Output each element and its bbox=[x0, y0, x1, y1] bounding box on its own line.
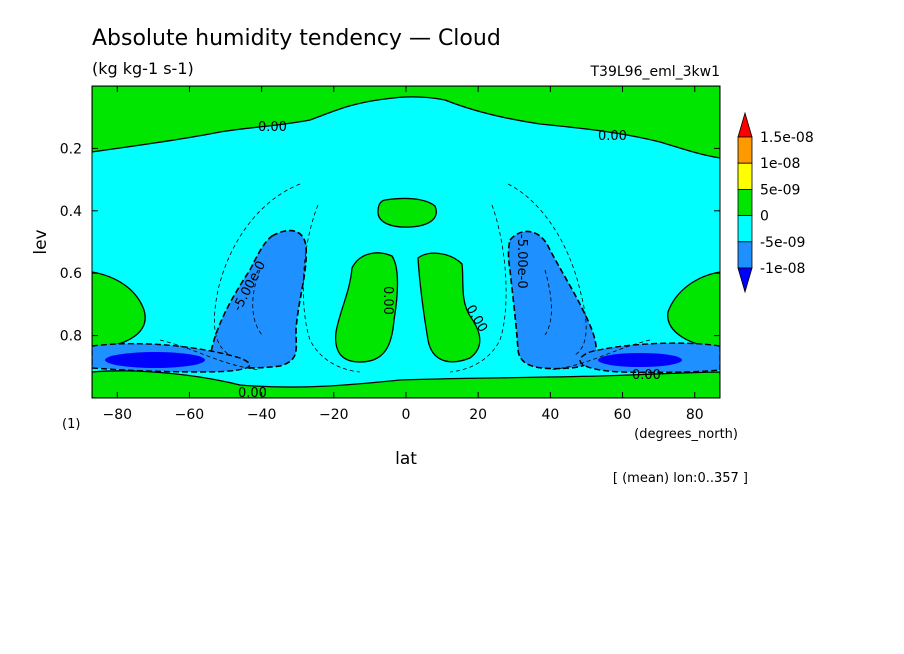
x-axis: −80 −60 −40 −20 0 20 40 60 80 bbox=[102, 86, 704, 423]
chart-title: Absolute humidity tendency — Cloud bbox=[92, 26, 501, 51]
x-tick-label: 40 bbox=[541, 407, 559, 423]
panel-label: (1) bbox=[62, 417, 80, 432]
x-axis-units: (degrees_north) bbox=[634, 427, 738, 442]
y-tick-label: 0.6 bbox=[60, 266, 82, 282]
contour-label: 0.00 bbox=[632, 368, 661, 383]
colorbar-label: -1e-08 bbox=[760, 261, 805, 277]
core-left bbox=[105, 352, 205, 368]
y-tick-label: 0.2 bbox=[60, 141, 82, 157]
x-axis-label: lat bbox=[395, 449, 417, 469]
y-tick-label: 0.8 bbox=[60, 329, 82, 345]
colorbar-swatch bbox=[737, 111, 753, 138]
band-tropical-island bbox=[377, 197, 437, 228]
x-tick-label: −20 bbox=[319, 407, 349, 423]
band-upper bbox=[92, 86, 720, 159]
band-left-column bbox=[334, 252, 399, 363]
x-tick-label: 20 bbox=[469, 407, 487, 423]
dashed-contours bbox=[159, 183, 651, 373]
x-tick-label: −40 bbox=[247, 407, 277, 423]
band-background bbox=[92, 86, 720, 398]
band-lower bbox=[92, 370, 720, 398]
colorbar-label: 5e-09 bbox=[760, 182, 800, 198]
y-tick-label: 0.4 bbox=[60, 204, 82, 220]
contour-label: -5.00e-0 bbox=[514, 234, 529, 289]
contour-field bbox=[92, 86, 720, 398]
colorbar-swatch bbox=[737, 267, 753, 294]
colorbar-swatch bbox=[737, 241, 753, 269]
chart-subtitle: (kg kg-1 s-1) bbox=[92, 59, 194, 78]
colorbar-label: 1e-08 bbox=[760, 156, 800, 172]
contour-label: 0.00 bbox=[238, 386, 267, 401]
x-tick-label: −80 bbox=[102, 407, 132, 423]
x-tick-label: −60 bbox=[175, 407, 205, 423]
x-tick-label: 80 bbox=[686, 407, 704, 423]
colorbar-swatch bbox=[737, 215, 753, 243]
y-axis-label: lev bbox=[31, 229, 51, 254]
footnote: [ (mean) lon:0..357 ] bbox=[613, 471, 748, 486]
band-left-blue bbox=[209, 229, 308, 369]
colorbar-swatch bbox=[737, 136, 753, 164]
colorbar-swatch bbox=[737, 162, 753, 190]
x-tick-label: 0 bbox=[402, 407, 411, 423]
band-right-blue bbox=[507, 230, 597, 370]
contour-label: 0.00 bbox=[380, 286, 395, 315]
core-right bbox=[598, 353, 682, 367]
x-tick-label: 60 bbox=[614, 407, 632, 423]
band-right-column bbox=[417, 252, 481, 363]
colorbar: 1.5e-08 1e-08 5e-09 0 -5e-09 -1e-08 bbox=[737, 111, 814, 294]
colorbar-label: 0 bbox=[760, 209, 769, 225]
y-axis: 0.2 0.4 0.6 0.8 bbox=[60, 141, 720, 345]
contour-label: 0.00 bbox=[258, 120, 287, 135]
colorbar-label: 1.5e-08 bbox=[760, 130, 814, 146]
run-label: T39L96_eml_3kw1 bbox=[590, 64, 721, 80]
contour-label: 0.00 bbox=[598, 129, 627, 144]
colorbar-swatch bbox=[737, 188, 753, 216]
colorbar-label: -5e-09 bbox=[760, 235, 805, 251]
